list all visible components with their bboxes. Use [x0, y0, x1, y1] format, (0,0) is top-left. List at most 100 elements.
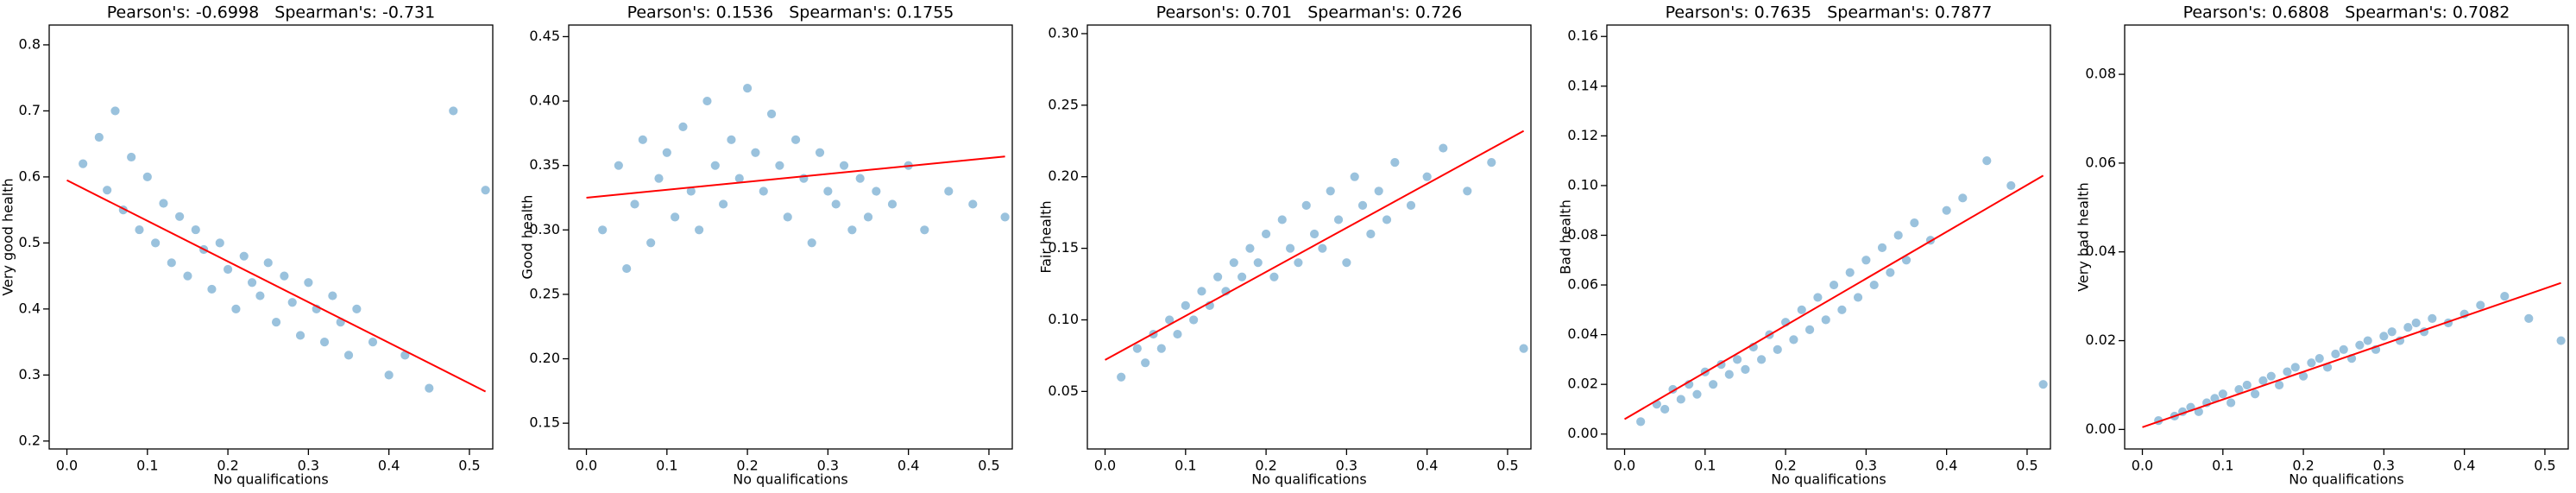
point [319, 337, 330, 348]
subplot-title: Pearson's: 0.7635 Spearman's: 0.7877 [1666, 3, 1993, 22]
point [343, 350, 354, 361]
point [782, 212, 793, 223]
point [766, 109, 777, 119]
axes-frame [48, 24, 494, 450]
point [1635, 416, 1647, 427]
y-tick-label: 0.6 [19, 167, 41, 184]
x-tick-label: 0.4 [2453, 458, 2475, 474]
point [1462, 186, 1473, 197]
point [158, 198, 169, 209]
y-tick-label: 0.14 [1567, 77, 1598, 93]
point [2006, 180, 2017, 191]
point [677, 121, 689, 132]
point [1301, 199, 1312, 211]
x-tick-label: 0.4 [378, 458, 400, 474]
y-axis-label: Fair health [1038, 200, 1055, 273]
fit-line [1105, 130, 1525, 361]
point [1708, 379, 1719, 390]
x-tick-label: 0.0 [1614, 458, 1635, 474]
point [2386, 326, 2397, 338]
axes-frame [1086, 24, 1532, 450]
point [1188, 314, 1200, 326]
axes-frame [1606, 24, 2051, 450]
y-tick-label: 0.7 [19, 102, 41, 118]
point [613, 160, 624, 171]
subplot-title: Pearson's: -0.6998 Spearman's: -0.731 [107, 3, 435, 22]
x-tick-label: 0.3 [298, 458, 319, 474]
point [1885, 267, 1896, 278]
y-tick-label: 0.02 [2085, 332, 2116, 348]
x-tick-label: 0.1 [136, 458, 158, 474]
point [790, 134, 801, 145]
point [1868, 280, 1880, 290]
point [670, 212, 681, 223]
point [2265, 370, 2277, 382]
point [142, 172, 153, 182]
y-tick-label: 0.10 [1567, 176, 1598, 193]
x-tick-label: 0.1 [656, 458, 677, 474]
point [2410, 318, 2422, 328]
point [1518, 343, 1529, 354]
point [1228, 257, 1239, 269]
point [1172, 329, 1183, 339]
point [1909, 218, 1920, 228]
point [774, 160, 785, 171]
point [303, 277, 314, 288]
x-tick-label: 0.5 [1496, 458, 1518, 474]
point [1861, 255, 1872, 266]
point [718, 199, 729, 210]
point [262, 257, 274, 269]
x-axis-label: No qualifications [733, 471, 848, 488]
subplot-title: Pearson's: 0.1536 Spearman's: 0.1755 [627, 3, 954, 22]
point [1853, 292, 1863, 303]
point [2226, 397, 2237, 408]
point [1723, 369, 1735, 380]
point [1788, 334, 1799, 345]
point [2330, 349, 2341, 359]
point [1675, 394, 1686, 405]
point [1285, 243, 1295, 254]
x-tick-label: 0.1 [2212, 458, 2233, 474]
x-tick-label: 0.5 [978, 458, 999, 474]
point [255, 290, 266, 301]
point [1349, 171, 1360, 182]
point [1820, 314, 1831, 326]
point [247, 277, 257, 288]
y-tick-label: 0.25 [1048, 96, 1079, 112]
point [1131, 343, 1143, 354]
point [480, 185, 491, 196]
point [621, 263, 633, 274]
point [327, 290, 338, 301]
point [2241, 380, 2252, 390]
point [1893, 230, 1904, 241]
subplot-title: Pearson's: 0.701 Spearman's: 0.726 [1156, 3, 1463, 22]
point [629, 199, 640, 210]
y-axis-label: Very good health [0, 178, 16, 295]
y-axis-label: Bad health [1558, 199, 1574, 275]
point [702, 96, 713, 106]
y-tick-label: 0.04 [2085, 243, 2116, 259]
y-tick-label: 0.15 [529, 414, 560, 431]
point [102, 185, 113, 196]
fit-line [2142, 281, 2561, 428]
point [1740, 364, 1751, 375]
x-tick-label: 0.3 [1855, 458, 1877, 474]
point [1244, 243, 1256, 254]
point [368, 337, 378, 348]
point [93, 132, 104, 142]
point [1252, 257, 1263, 269]
point [1269, 271, 1280, 282]
point [661, 147, 672, 158]
x-tick-label: 0.5 [2534, 458, 2555, 474]
x-tick-label: 0.3 [817, 458, 839, 474]
x-tick-label: 0.2 [736, 458, 758, 474]
point [271, 317, 281, 328]
point [1772, 344, 1783, 355]
y-tick-label: 0.04 [1567, 326, 1598, 342]
point [1756, 354, 1767, 365]
point [190, 224, 201, 235]
point [351, 303, 362, 314]
point [863, 212, 873, 223]
point [1373, 186, 1384, 197]
x-tick-label: 0.0 [576, 458, 597, 474]
